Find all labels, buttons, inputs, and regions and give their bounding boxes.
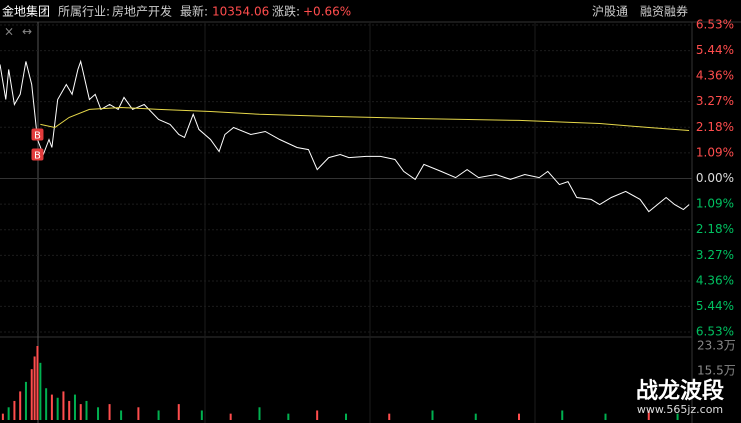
y-tick-label: 2.18%	[696, 120, 734, 134]
volume-bar	[316, 410, 319, 420]
volume-bar	[388, 413, 391, 420]
stock-name[interactable]: 金地集团	[2, 4, 50, 19]
volume-bar	[474, 413, 477, 420]
watermark-title: 战龙波段	[636, 378, 724, 404]
y-tick-label: 4.36%	[696, 69, 734, 83]
volume-bar	[561, 410, 564, 420]
volume-bar	[345, 413, 347, 420]
volume-bar	[1, 413, 4, 420]
watermark-url: www.565jz.com	[637, 403, 723, 416]
volume-bar	[24, 381, 27, 420]
volume-bar	[39, 362, 42, 420]
volume-bar	[73, 394, 76, 420]
buy-marker	[31, 148, 44, 161]
y-tick-label: 1.09%	[696, 145, 734, 159]
change: +0.66%	[303, 5, 351, 19]
y-tick-label: 5.44%	[696, 299, 734, 313]
y-tick-label: 0.00%	[696, 171, 734, 185]
industry-label: 所属行业:	[58, 5, 110, 19]
y-tick-label: 23.3万	[697, 339, 736, 353]
buy-marker	[31, 128, 44, 141]
tag[interactable]: 融资融券	[640, 4, 688, 19]
volume-bar	[62, 391, 65, 420]
latest: 10354.06	[212, 5, 269, 19]
volume-bar	[137, 407, 140, 420]
y-tick-label: 6.53%	[696, 18, 734, 32]
volume-bar	[19, 391, 22, 420]
volume-bar	[68, 400, 71, 420]
volume-bar	[157, 410, 160, 420]
volume-bar	[604, 413, 607, 420]
volume-bar	[50, 394, 53, 420]
industry: 房地产开发	[112, 4, 172, 19]
volume-bar	[177, 404, 180, 420]
y-tick-label: 5.44%	[696, 43, 734, 57]
volume-bar	[676, 413, 679, 420]
volume-bar	[97, 407, 100, 420]
buy-label: B	[34, 151, 41, 162]
resize-icon[interactable]: ↔	[22, 25, 32, 39]
y-tick-label: 1.09%	[696, 197, 734, 211]
close-icon[interactable]: ×	[4, 25, 14, 39]
volume-bar	[79, 404, 82, 420]
y-tick-label: 2.18%	[696, 222, 734, 236]
volume-bar	[108, 404, 111, 420]
volume-bar	[85, 400, 88, 420]
volume-bar	[30, 369, 33, 420]
volume-bar	[647, 410, 650, 420]
volume-bar	[45, 388, 48, 420]
volume-bar	[518, 413, 520, 420]
volume-bar	[36, 346, 39, 420]
y-tick-label: 6.53%	[696, 325, 734, 339]
volume-bar	[287, 413, 290, 420]
volume-bar	[7, 407, 10, 420]
volume-bar	[200, 410, 203, 420]
tag[interactable]: 沪股通	[592, 5, 628, 19]
latest-label: 最新:	[180, 4, 208, 19]
volume-bar	[229, 413, 232, 420]
volume-bar	[258, 407, 261, 420]
change-label: 涨跌:	[272, 4, 300, 19]
volume-bar	[120, 410, 123, 420]
buy-label: B	[34, 131, 41, 142]
volume-bar	[56, 397, 59, 420]
price-line	[0, 59, 690, 213]
price-line	[40, 106, 690, 131]
volume-bar	[33, 356, 36, 420]
volume-bar	[431, 410, 434, 420]
y-tick-label: 3.27%	[696, 94, 734, 108]
volume-bar	[13, 400, 16, 420]
y-tick-label: 15.5万	[697, 363, 736, 377]
y-tick-label: 3.27%	[696, 248, 734, 262]
y-tick-label: 4.36%	[696, 273, 734, 287]
